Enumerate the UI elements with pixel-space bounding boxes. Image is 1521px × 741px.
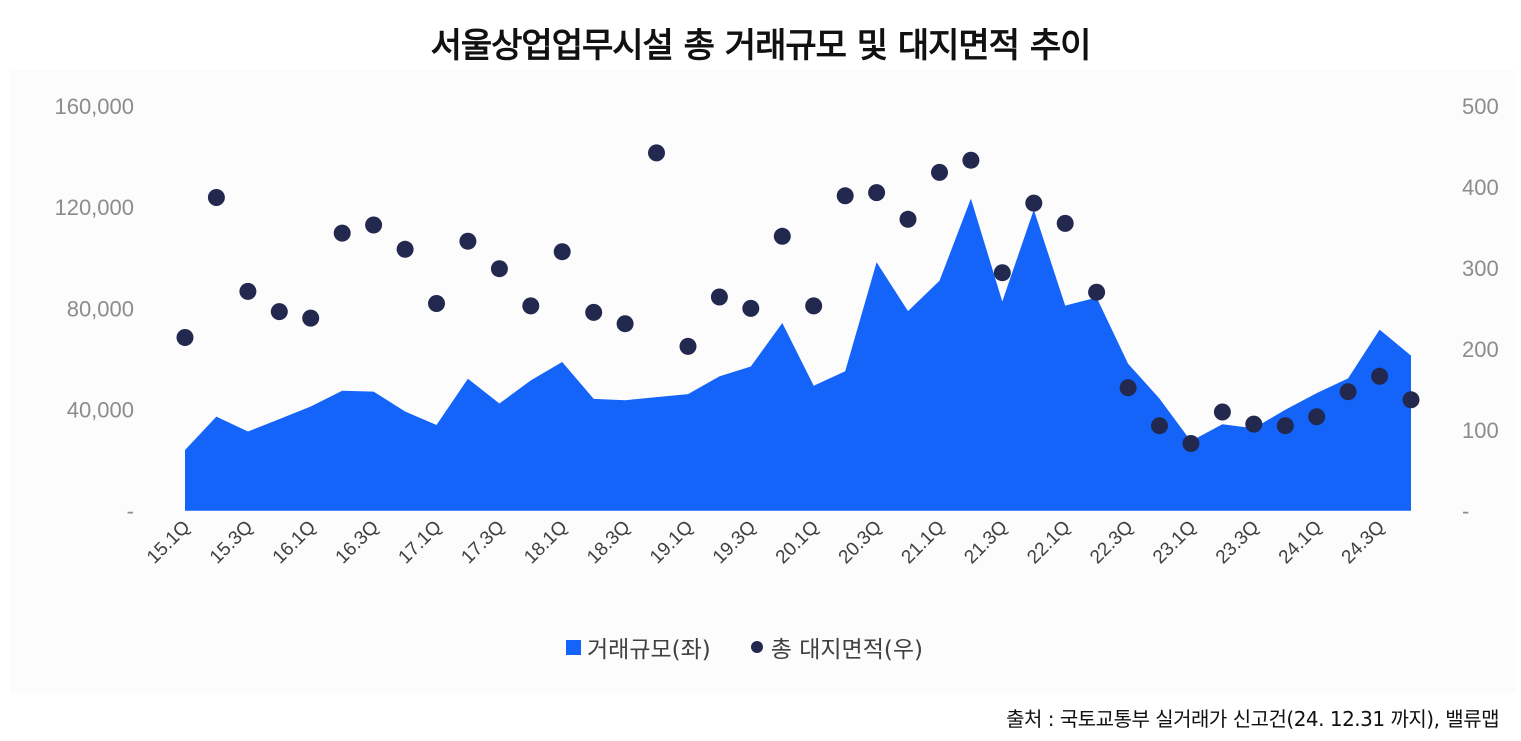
data-point — [270, 303, 288, 321]
data-point — [176, 329, 194, 346]
data-point — [710, 288, 728, 306]
data-point — [1213, 403, 1231, 421]
x-tick-label: 21.1Q — [898, 517, 949, 568]
data-point — [868, 184, 886, 202]
left-y-tick-label: 160,000 — [54, 94, 134, 119]
data-point — [1308, 408, 1326, 426]
x-tick-label: 24.1Q — [1275, 517, 1326, 568]
chart-title: 서울상업업무시설 총 거래규모 및 대지면적 추이 — [430, 26, 1092, 66]
x-tick-label: 18.3Q — [583, 517, 634, 568]
right-y-tick-label: 400 — [1462, 175, 1499, 200]
data-point — [742, 299, 760, 317]
data-point — [333, 224, 351, 242]
left-y-tick-label: 80,000 — [67, 296, 134, 321]
dot-marker-icon — [750, 641, 763, 653]
x-tick-label: 21.3Q — [960, 517, 1011, 568]
data-point — [1276, 417, 1294, 435]
data-point — [931, 163, 948, 181]
data-point — [962, 151, 980, 169]
x-tick-label: 17.3Q — [457, 517, 508, 568]
x-tick-label: 23.1Q — [1149, 517, 1200, 568]
data-point — [648, 144, 665, 162]
data-point — [616, 315, 634, 333]
x-tick-label: 19.3Q — [709, 517, 760, 568]
data-point — [1119, 379, 1137, 397]
data-point — [993, 264, 1011, 282]
data-point — [1151, 417, 1168, 435]
legend: 거래규모(좌) 총 대지면적(우) — [566, 630, 963, 664]
x-tick-label: 15.1Q — [143, 517, 194, 568]
data-point — [553, 243, 571, 261]
data-point — [239, 282, 257, 300]
x-tick-label: 20.1Q — [772, 517, 823, 568]
data-point — [459, 232, 477, 250]
legend-label-volume: 거래규모(좌) — [587, 637, 711, 663]
legend-label-land-area: 총 대지면적(우) — [770, 637, 923, 663]
right-y-tick-label: 100 — [1462, 418, 1499, 443]
right-y-tick-label: 300 — [1462, 256, 1499, 281]
data-point — [1088, 283, 1106, 301]
data-point — [207, 189, 225, 206]
x-tick-label: 24.3Q — [1338, 517, 1389, 568]
x-tick-label: 22.3Q — [1086, 517, 1137, 568]
data-point — [396, 240, 414, 258]
left-y-tick-label: - — [127, 499, 134, 524]
data-point — [585, 303, 603, 321]
x-tick-label: 23.3Q — [1212, 517, 1263, 568]
land-area-dots — [176, 144, 1420, 452]
x-axis: 15.1Q 15.3Q 16.1Q 16.3Q 17.1Q 17.3Q 18.1Q 18.3Q… — [143, 517, 1389, 568]
x-tick-label: 16.3Q — [332, 517, 383, 568]
source-note: 출처 : 국토교통부 실거래가 신고건(24. 12.31 까지), 밸류맵 — [1006, 707, 1499, 731]
right-y-tick-label: 200 — [1462, 337, 1499, 362]
left-y-axis: - 40,000 80,000 120,000 160,000 — [54, 94, 134, 524]
x-tick-label: 15.3Q — [206, 517, 257, 568]
right-y-axis: - 100 200 300 400 500 — [1462, 94, 1499, 524]
x-tick-label: 22.1Q — [1023, 517, 1074, 568]
x-tick-label: 17.1Q — [395, 517, 446, 568]
data-point — [836, 187, 854, 205]
data-point — [1339, 383, 1357, 401]
data-point — [899, 210, 917, 228]
x-tick-label: 19.1Q — [646, 517, 697, 568]
data-point — [302, 309, 320, 327]
data-point — [365, 216, 383, 234]
data-point — [522, 297, 540, 315]
data-point — [1371, 367, 1389, 385]
square-marker-icon — [566, 639, 581, 655]
x-tick-label: 18.1Q — [520, 517, 571, 568]
x-tick-label: 16.1Q — [269, 517, 320, 568]
data-point — [679, 337, 697, 355]
data-point — [428, 295, 445, 312]
data-point — [1182, 435, 1200, 452]
left-y-tick-label: 40,000 — [67, 398, 134, 423]
data-point — [1245, 415, 1263, 433]
left-y-tick-label: 120,000 — [54, 195, 134, 220]
data-point — [1056, 214, 1074, 232]
data-point — [1025, 194, 1043, 212]
x-tick-label: 20.3Q — [835, 517, 886, 568]
legend-item-volume: 거래규모(좌) — [566, 630, 711, 664]
transaction-volume-area — [185, 198, 1411, 511]
right-y-tick-label: - — [1462, 499, 1469, 524]
legend-item-land-area: 총 대지면적(우) — [750, 630, 923, 664]
right-y-tick-label: 500 — [1462, 94, 1499, 119]
data-point — [1402, 391, 1420, 409]
data-point — [773, 227, 791, 245]
data-point — [805, 297, 823, 315]
data-point — [490, 260, 508, 278]
